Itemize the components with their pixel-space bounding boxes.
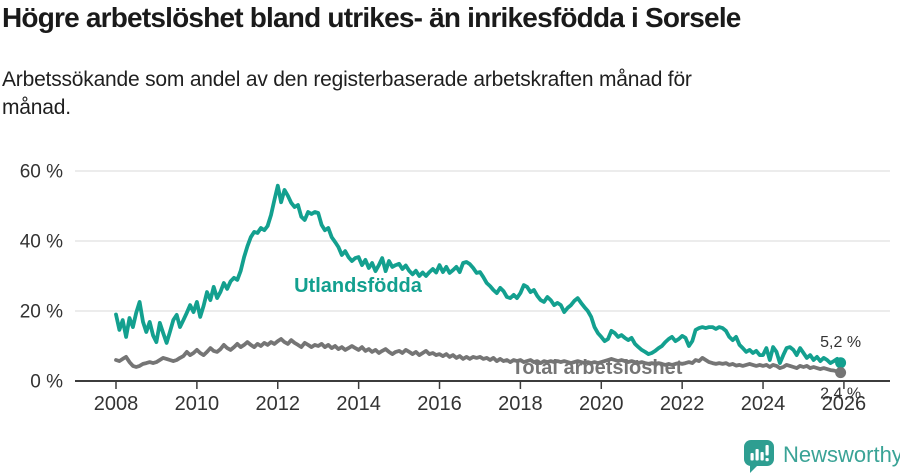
x-tick-label: 2010 bbox=[175, 393, 220, 415]
newsworthy-bubble-icon bbox=[744, 440, 774, 473]
series-end-dot-total bbox=[835, 367, 847, 379]
subtitle-line-1: Arbetssökande som andel av den registerb… bbox=[2, 68, 692, 91]
series-label-total: Total arbetslöshet bbox=[512, 357, 683, 379]
x-tick-label: 2026 bbox=[822, 393, 867, 415]
newsworthy-logo: Newsworthy bbox=[742, 437, 900, 473]
series-label-utlandsfodda: Utlandsfödda bbox=[294, 275, 423, 297]
subtitle-line-2: månad. bbox=[2, 96, 71, 119]
page-title: Högre arbetslöshet bland utrikes- än inr… bbox=[2, 2, 741, 33]
brand-name: Newsworthy bbox=[783, 442, 900, 467]
series-end-value-total: 2,4 % bbox=[820, 386, 861, 403]
series-line-utlandsfodda bbox=[114, 183, 843, 366]
y-tick-label: 40 % bbox=[20, 232, 63, 253]
x-tick-label: 2008 bbox=[94, 393, 139, 415]
x-tick-label: 2016 bbox=[417, 393, 462, 415]
x-tick-label: 2022 bbox=[660, 393, 705, 415]
y-tick-label: 20 % bbox=[20, 302, 63, 323]
series-end-dot-utlandsfodda bbox=[835, 357, 847, 369]
x-tick-label: 2024 bbox=[741, 393, 786, 415]
x-tick-label: 2014 bbox=[336, 393, 381, 415]
chart-subtitle: Arbetssökande som andel av den registerb… bbox=[2, 66, 692, 122]
x-tick-label: 2020 bbox=[579, 393, 624, 415]
x-tick-label: 2018 bbox=[498, 393, 543, 415]
y-tick-label: 0 % bbox=[30, 372, 63, 393]
x-tick-label: 2012 bbox=[256, 393, 301, 415]
series-end-value-utlandsfodda: 5,2 % bbox=[820, 334, 861, 351]
series-line-total bbox=[114, 337, 843, 375]
y-tick-label: 60 % bbox=[20, 162, 63, 183]
